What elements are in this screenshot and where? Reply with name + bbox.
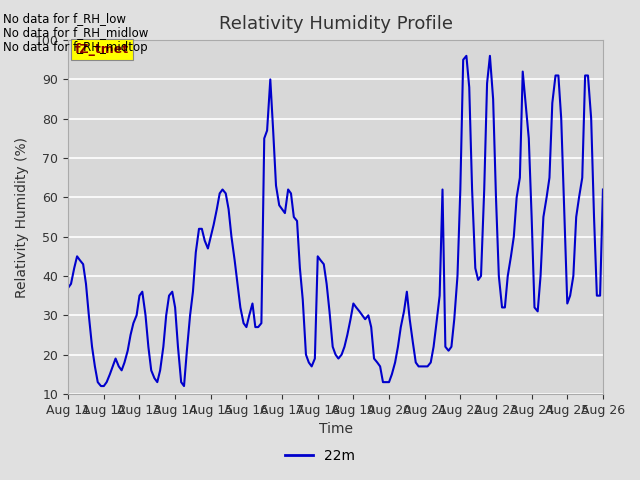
Text: fZ_tmet: fZ_tmet: [75, 43, 129, 56]
Legend: 22m: 22m: [280, 443, 360, 468]
Text: No data for f_RH_low: No data for f_RH_low: [3, 12, 126, 25]
Text: No data for f_RH_midtop: No data for f_RH_midtop: [3, 41, 148, 54]
Y-axis label: Relativity Humidity (%): Relativity Humidity (%): [15, 136, 29, 298]
Title: Relativity Humidity Profile: Relativity Humidity Profile: [218, 15, 452, 33]
X-axis label: Time: Time: [319, 422, 353, 436]
Text: No data for f_RH_midlow: No data for f_RH_midlow: [3, 26, 148, 39]
